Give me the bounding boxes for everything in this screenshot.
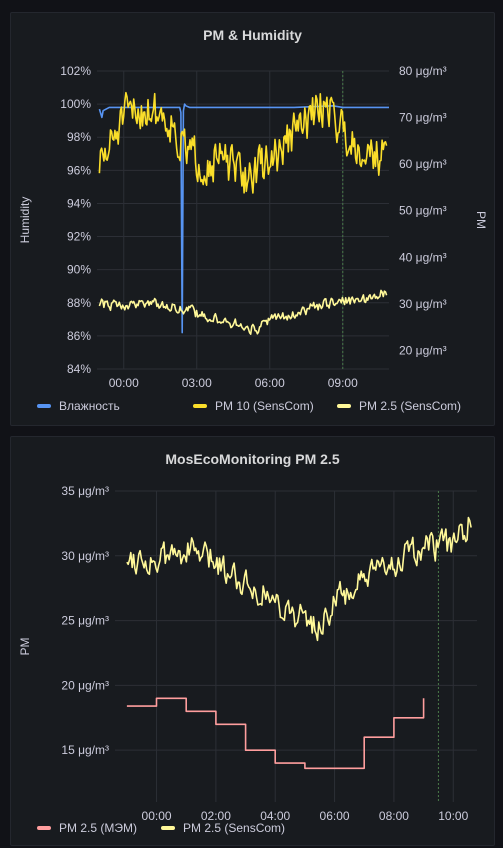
y-tick-label: 98% <box>67 130 91 144</box>
y-right-axis-title: PM <box>474 211 488 229</box>
series-line <box>126 697 425 770</box>
y-tick-label: 25 μg/m³ <box>61 614 109 628</box>
x-tick-label: 02:00 <box>201 809 231 823</box>
x-tick-label: 06:00 <box>255 376 285 390</box>
legend-item-pm25[interactable]: PM 2.5 (SensCom) <box>337 399 461 413</box>
y-right-tick-label: 30 μg/m³ <box>399 297 447 311</box>
grid <box>97 70 389 370</box>
y-tick-label: 84% <box>67 362 91 376</box>
x-tick-label: 09:00 <box>328 376 358 390</box>
x-tick-label: 08:00 <box>379 809 409 823</box>
panel-title[interactable]: MosEcoMonitoring PM 2.5 <box>165 451 340 467</box>
pm-humidity-panel: PM & Humidity 84% 86% 88% 90% 92% 94% 96% 98% 10… <box>10 12 495 426</box>
mosecomonitoring-panel: MosEcoMonitoring PM 2.5 15 μg/m³ 20 μg/m³… <box>10 436 495 846</box>
legend-swatch <box>37 826 51 830</box>
legend-label: PM 10 (SensCom) <box>215 399 314 413</box>
grid <box>115 490 477 802</box>
legend-item-humidity[interactable]: Влажность <box>37 399 120 413</box>
y-right-tick-label: 40 μg/m³ <box>399 250 447 264</box>
x-tick-label: 00:00 <box>142 809 172 823</box>
x-tick-label: 10:00 <box>438 809 468 823</box>
legend-swatch <box>161 826 175 830</box>
legend-label: PM 2.5 (МЭМ) <box>59 821 137 835</box>
x-tick-label: 00:00 <box>109 376 139 390</box>
y-tick-label: 94% <box>67 196 91 210</box>
legend-label: PM 2.5 (SensCom) <box>359 399 462 413</box>
legend-label: Влажность <box>59 399 120 413</box>
legend-swatch <box>37 404 51 408</box>
y-right-tick-label: 20 μg/m³ <box>399 343 447 357</box>
series-line <box>98 103 389 334</box>
y-tick-label: 20 μg/m³ <box>61 678 109 692</box>
series-line <box>98 91 388 194</box>
y-right-tick-label: 60 μg/m³ <box>399 157 447 171</box>
y-right-tick-label: 70 μg/m³ <box>399 111 447 125</box>
legend-label: PM 2.5 (SensCom) <box>183 821 286 835</box>
legend-swatch <box>193 404 207 408</box>
y-tick-label: 35 μg/m³ <box>61 484 109 498</box>
legend-item-pm25-mem[interactable]: PM 2.5 (МЭМ) <box>37 821 137 835</box>
y-tick-label: 90% <box>67 263 91 277</box>
series-line <box>98 289 388 335</box>
y-tick-label: 96% <box>67 163 91 177</box>
legend-swatch <box>337 404 351 408</box>
series-line <box>126 516 472 642</box>
pm-humidity-chart: 84% 86% 88% 90% 92% 94% 96% 98% 100% 102% 20 μg/m³… <box>18 64 488 390</box>
y-axis-title: PM <box>18 637 32 655</box>
x-tick-label: 03:00 <box>182 376 212 390</box>
y-axis-title: Humidity <box>18 197 32 244</box>
x-tick-label: 06:00 <box>320 809 350 823</box>
legend-item-pm25-senscom[interactable]: PM 2.5 (SensCom) <box>161 821 285 835</box>
y-tick-label: 102% <box>60 64 91 78</box>
legend-item-pm10[interactable]: PM 10 (SensCom) <box>193 399 314 413</box>
y-tick-label: 86% <box>67 329 91 343</box>
y-right-tick-label: 50 μg/m³ <box>399 204 447 218</box>
y-tick-label: 30 μg/m³ <box>61 549 109 563</box>
y-tick-label: 100% <box>60 97 91 111</box>
y-tick-label: 92% <box>67 230 91 244</box>
y-tick-label: 88% <box>67 296 91 310</box>
panel-title[interactable]: PM & Humidity <box>203 27 302 43</box>
y-tick-label: 15 μg/m³ <box>61 743 109 757</box>
x-tick-label: 04:00 <box>260 809 290 823</box>
mosecomonitoring-chart: 15 μg/m³ 20 μg/m³ 25 μg/m³ 30 μg/m³ 35 μg/m³… <box>18 484 477 823</box>
y-right-tick-label: 80 μg/m³ <box>399 64 447 78</box>
